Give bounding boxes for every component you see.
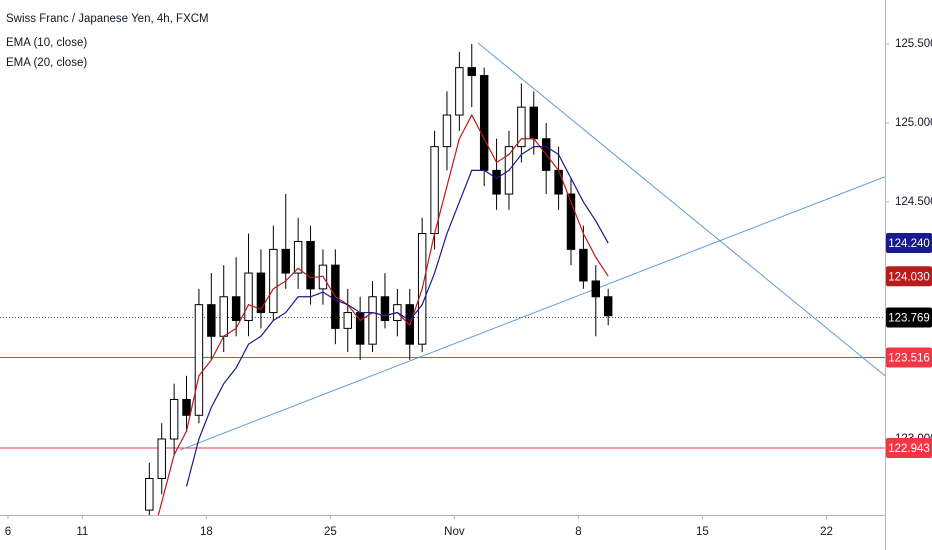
candle-body [293,240,303,274]
candle-body [256,272,266,314]
candle-body [591,280,601,298]
candle-body [554,169,563,195]
trend-line [179,176,885,451]
chart-title: Swiss Franc / Japanese Yen, 4h, FXCM [6,13,209,25]
price-label-box [886,347,932,368]
legend-entry: EMA (10, close) [6,37,87,49]
ema-line [185,146,609,487]
price-label-box [886,233,932,254]
candle-body [368,296,377,345]
candle-body [182,398,191,416]
candle-body [169,398,179,440]
price-label: 124.240 [888,238,930,250]
x-tick-label: 25 [324,526,337,538]
y-tick-label: 125.500 [895,38,932,50]
x-tick-label: 18 [200,526,213,538]
candle-body [467,67,476,77]
legend-entry: EMA (20, close) [6,57,87,69]
candle-body [343,312,352,329]
candle-body [157,438,166,479]
candle-body [479,75,489,171]
price-label: 124.030 [888,271,930,283]
price-label: 123.769 [888,313,930,325]
candle-body [579,248,588,282]
price-label-box [886,307,932,328]
candle-body [194,304,204,416]
y-tick-label: 125.000 [895,117,932,129]
candle-body [231,296,241,321]
x-tick-label: Nov [444,526,465,538]
candle-body [442,114,452,148]
candle-body [207,304,216,337]
y-tick-label: 124.500 [895,196,932,208]
price-label: 122.943 [888,443,930,455]
candle-body [566,193,576,250]
x-tick-label: 15 [696,526,709,538]
candle-body [306,240,315,290]
trend-line [477,42,885,377]
candle-body [219,296,228,337]
x-tick-label: 22 [820,526,833,538]
candle-body [517,106,526,148]
candle-body [492,169,501,195]
candle-body [244,272,253,321]
price-label: 123.516 [888,352,930,364]
x-tick-label: 8 [575,526,581,538]
candle-body [529,106,538,140]
candle-body [380,296,390,321]
candle-body [455,67,464,116]
price-label-box [886,437,932,458]
candle-body [430,146,439,235]
candle-body [603,296,613,317]
candle-body [145,477,154,511]
plot [0,42,885,515]
price-label-box [886,266,932,287]
candle-body [281,248,290,274]
x-tick-label: 6 [5,526,11,538]
candle-body [269,248,278,314]
x-tick-label: 11 [76,526,88,538]
